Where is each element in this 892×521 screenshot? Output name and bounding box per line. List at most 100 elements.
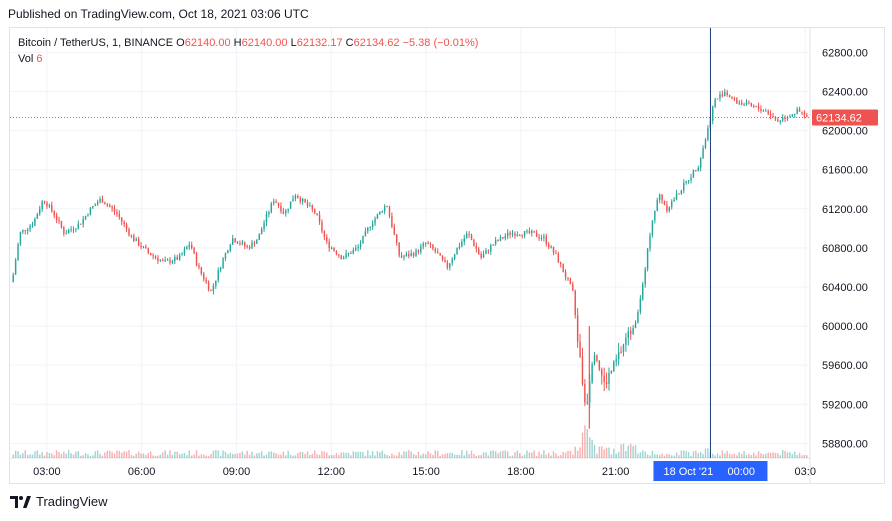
- candle-body: [769, 113, 772, 116]
- volume-bar: [424, 454, 427, 458]
- candle-body: [270, 203, 273, 213]
- candle-body: [198, 265, 200, 268]
- candle-body: [381, 211, 383, 213]
- volume-bar: [41, 452, 43, 458]
- volume-bar: [292, 455, 294, 458]
- candle-body: [355, 248, 357, 250]
- candle-body: [523, 231, 526, 236]
- candle-body: [480, 253, 482, 258]
- candle-body: [92, 206, 94, 208]
- candle-body: [552, 246, 555, 253]
- volume-bar: [347, 452, 350, 458]
- volume-bar: [574, 446, 576, 458]
- candle-body: [301, 198, 304, 202]
- volume-bar: [263, 455, 265, 458]
- x-tick-label: 21:00: [602, 466, 630, 478]
- candle-body: [444, 259, 446, 263]
- candle-body: [482, 254, 485, 258]
- candle-body: [393, 226, 396, 235]
- volume-bar: [781, 450, 784, 458]
- close-label: C: [345, 37, 354, 49]
- candle-body: [721, 94, 724, 97]
- volume-bar: [538, 451, 540, 458]
- volume-bar: [798, 452, 801, 458]
- candle-body: [219, 267, 222, 271]
- low-value: 62132.17: [296, 37, 343, 49]
- candle-body: [613, 361, 615, 372]
- footer-brand[interactable]: TradingView: [36, 494, 108, 509]
- candle-body: [798, 108, 801, 112]
- volume-bar: [552, 451, 555, 458]
- candle-body: [540, 238, 543, 240]
- volume-bar: [106, 450, 109, 458]
- volume-bar: [270, 451, 273, 458]
- volume-bar: [796, 455, 798, 458]
- candle-body: [299, 198, 301, 202]
- candle-body: [453, 254, 456, 260]
- volume-bar: [446, 453, 449, 458]
- crosshair-date-label: 18 Oct '21: [663, 466, 713, 478]
- candle-body: [77, 223, 80, 229]
- volume-bar: [584, 425, 586, 458]
- volume-bar: [738, 452, 740, 458]
- volume-bar: [673, 455, 675, 458]
- volume-bar: [63, 451, 65, 458]
- volume-bar: [108, 450, 111, 458]
- volume-bar: [326, 452, 328, 458]
- volume-bar: [166, 454, 169, 458]
- candle-body: [504, 236, 507, 239]
- candle-body: [521, 235, 523, 237]
- volume-bar: [51, 453, 53, 458]
- volume-label[interactable]: Vol: [18, 53, 34, 65]
- candle-body: [704, 139, 707, 148]
- volume-bar: [133, 455, 135, 458]
- candle-body: [707, 127, 709, 140]
- candle-body: [743, 104, 745, 106]
- volume-bar: [420, 455, 422, 458]
- volume-row: Vol 6: [18, 51, 478, 67]
- volume-bar: [656, 454, 658, 458]
- volume-bar: [724, 453, 726, 458]
- candle-body: [205, 279, 207, 283]
- volume-bar: [622, 443, 625, 458]
- y-tick-label: 58800.00: [822, 438, 868, 450]
- candle-body: [210, 289, 212, 291]
- candle-body: [113, 208, 116, 212]
- volume-bar: [675, 452, 678, 458]
- volume-bar: [526, 450, 528, 458]
- candle-body: [567, 277, 569, 280]
- candle-body: [545, 236, 548, 244]
- volume-bar: [463, 455, 465, 458]
- symbol-name[interactable]: Bitcoin / TetherUS, 1, BINANCE: [18, 37, 174, 49]
- candle-body: [321, 222, 323, 232]
- candle-body: [285, 210, 287, 214]
- crosshair-clock-label: 00:00: [727, 466, 755, 478]
- volume-bar: [306, 451, 309, 458]
- volume-bar: [596, 453, 598, 458]
- volume-bar: [731, 454, 733, 458]
- candle-body: [610, 371, 613, 373]
- volume-bar: [687, 452, 690, 458]
- candle-body: [34, 218, 36, 226]
- candle-body: [149, 252, 152, 256]
- volume-bar: [444, 454, 446, 458]
- candle-body: [135, 239, 137, 241]
- candle-body: [345, 253, 347, 258]
- volume-bar: [24, 450, 26, 458]
- volume-bar: [704, 448, 707, 458]
- candle-body: [369, 227, 371, 229]
- volume-bar: [188, 450, 191, 458]
- candle-body: [227, 250, 229, 254]
- volume-bar: [80, 455, 82, 458]
- volume-bar: [236, 453, 239, 458]
- candle-body: [203, 273, 205, 280]
- candle-body: [352, 249, 355, 254]
- volume-bar: [239, 452, 241, 458]
- volume-bar: [449, 453, 451, 458]
- volume-bar: [301, 452, 304, 458]
- volume-bar: [465, 450, 468, 458]
- candle-body: [142, 246, 145, 248]
- volume-bar: [531, 452, 533, 458]
- candle-body: [55, 215, 58, 220]
